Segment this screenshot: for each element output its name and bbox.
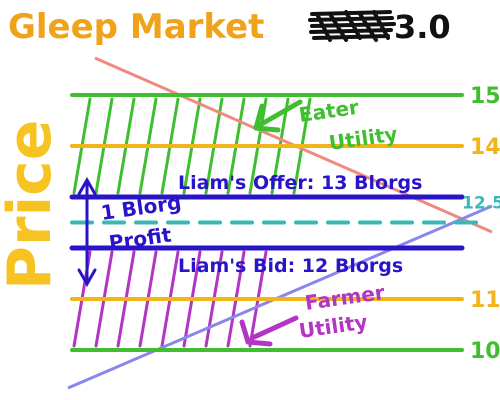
bid-label: Liam's Bid: 12 Blorgs <box>178 255 403 277</box>
farmer-label-line1: Farmer <box>303 280 386 315</box>
title-text: Gleep Market <box>8 7 264 47</box>
profit-arrow <box>77 176 97 288</box>
level-label-midpoint: 12.5 <box>462 194 500 214</box>
price-level-labels: 15 14 12.5 11 10 <box>462 84 500 364</box>
title-redaction <box>308 10 396 42</box>
y-axis-label: Price <box>0 120 65 290</box>
eater-arrow <box>253 99 303 133</box>
title-version: 3.0 <box>394 8 451 46</box>
level-label-eater-top: 15 <box>470 84 500 109</box>
price-levels <box>69 93 482 352</box>
eater-label-line1: Eater <box>297 95 360 127</box>
offer-label: Liam's Offer: 13 Blorgs <box>178 172 422 194</box>
level-label-farmer-bottom: 10 <box>470 339 500 364</box>
eater-label-line2: Utility <box>327 122 399 155</box>
farmer-arrow <box>239 315 299 347</box>
level-label-farmer-utility: 11 <box>470 288 500 313</box>
level-label-eater-utility: 14 <box>470 135 500 160</box>
